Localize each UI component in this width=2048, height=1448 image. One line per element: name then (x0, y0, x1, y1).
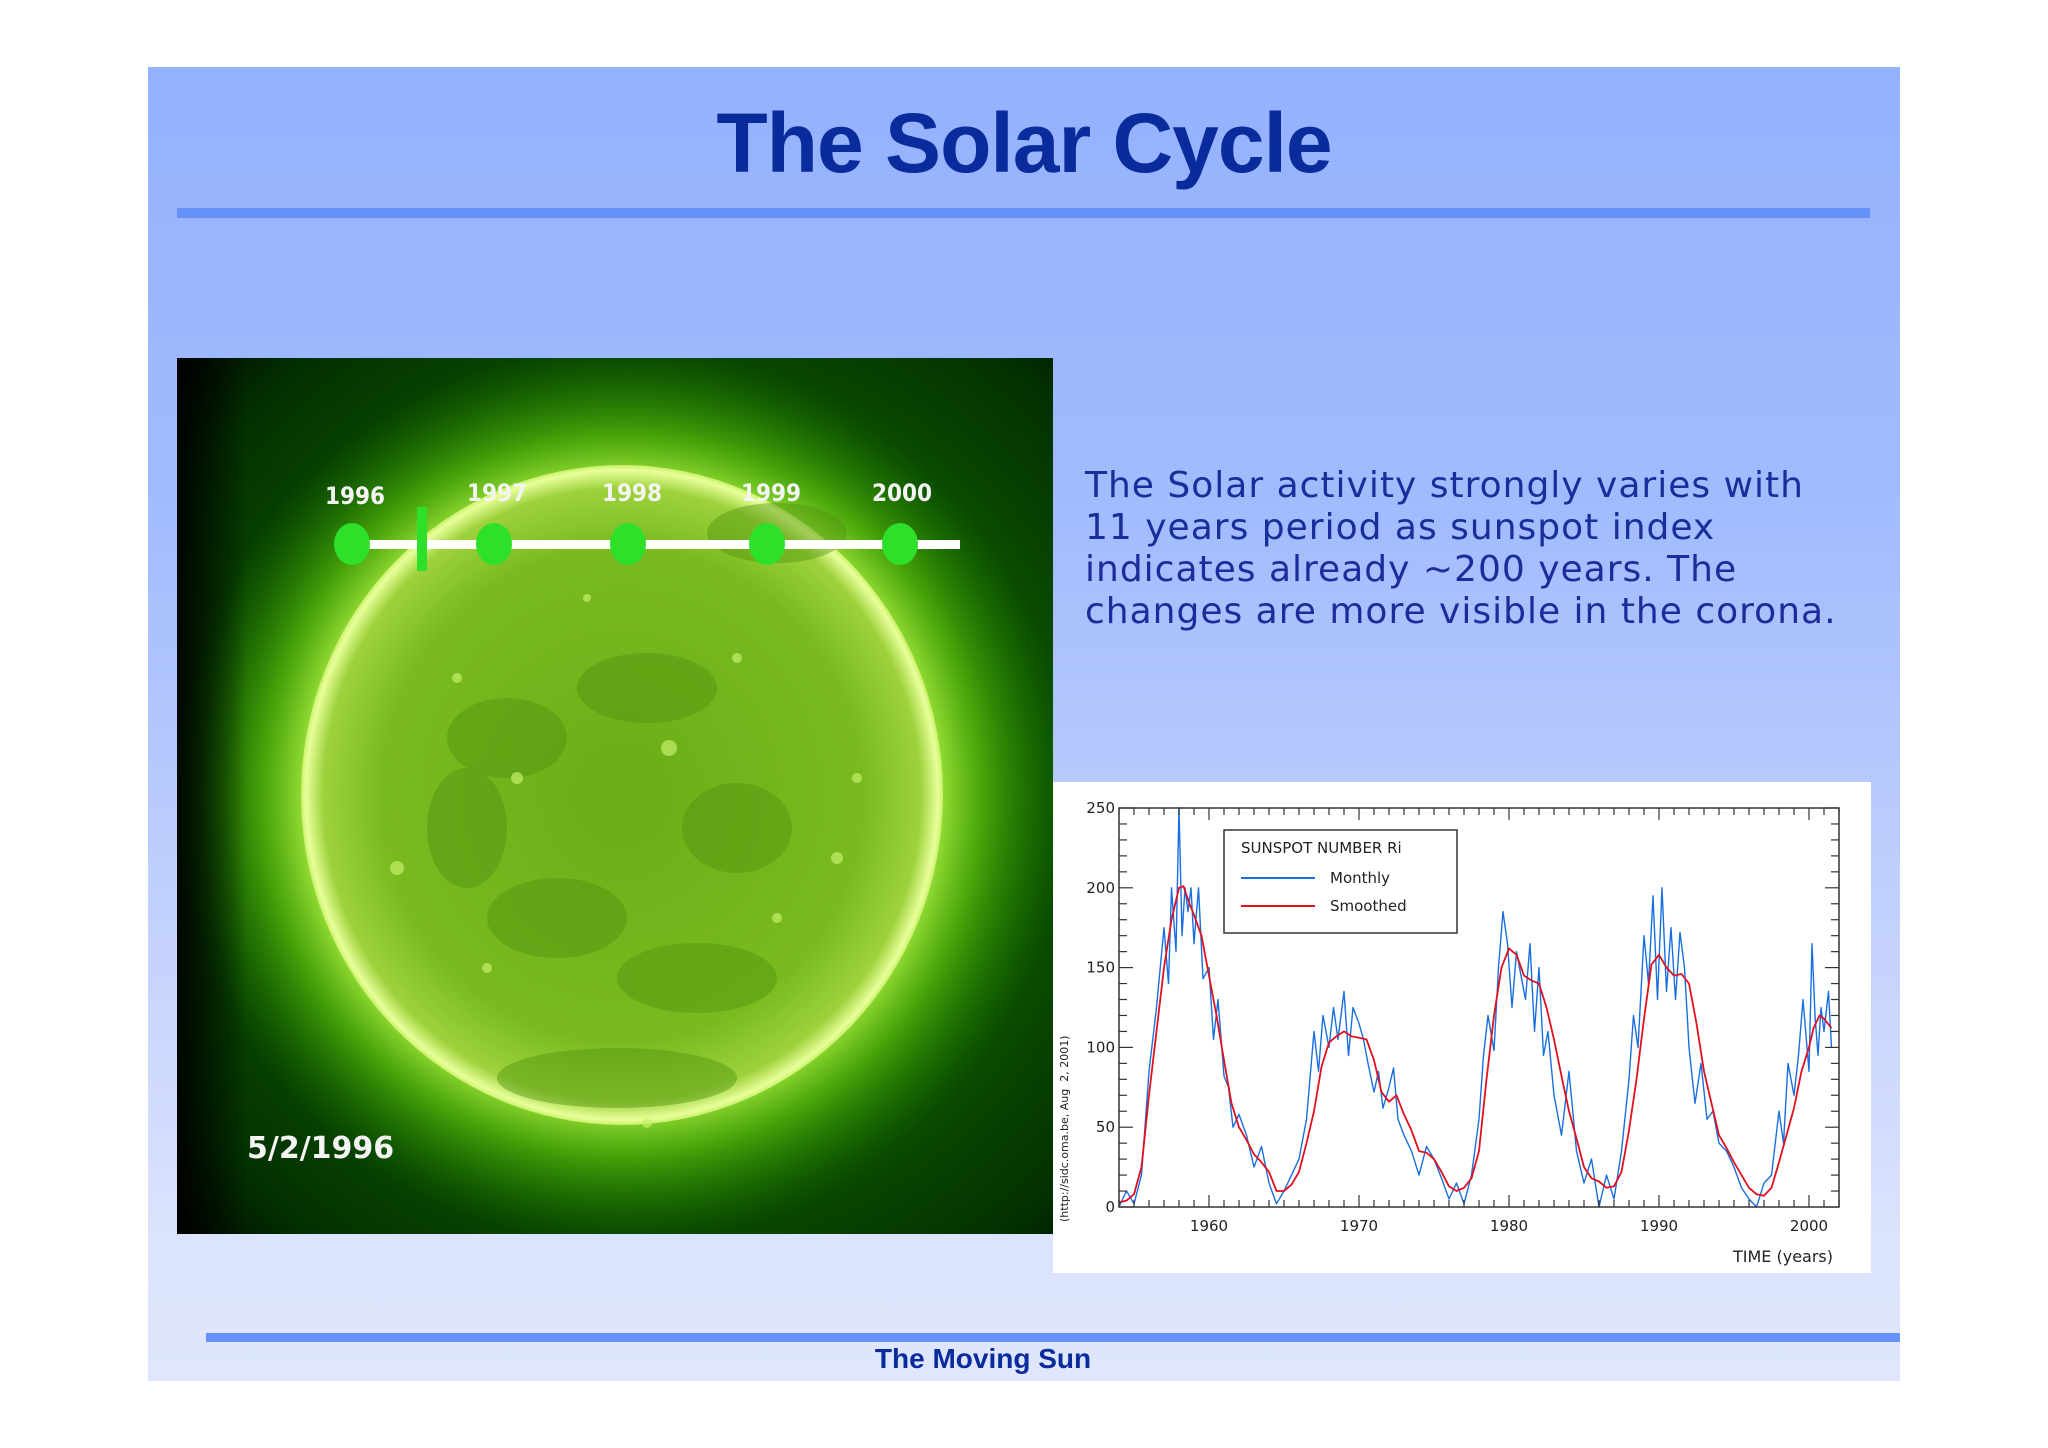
timeline-dot-2000 (882, 523, 918, 565)
slide-title: The Solar Cycle (716, 96, 1332, 190)
timeline-label: 1997 (467, 479, 527, 507)
timeline-dot-1998 (610, 523, 646, 565)
legend-label-monthly: Monthly (1330, 869, 1390, 887)
x-tick-label: 1960 (1190, 1217, 1228, 1235)
y-tick-label: 250 (1086, 799, 1115, 817)
legend-title: SUNSPOT NUMBER Ri (1241, 839, 1402, 857)
body-line: indicates already ~200 years. The (1085, 549, 1738, 590)
timeline-dot-1996 (334, 523, 370, 565)
legend-label-smoothed: Smoothed (1330, 897, 1407, 915)
timeline-label: 1998 (602, 479, 662, 507)
slide: The Solar Cycle (148, 67, 1900, 1381)
x-tick-label: 1970 (1340, 1217, 1378, 1235)
chart-series (1118, 807, 1833, 1208)
series-smoothed (1118, 885, 1833, 1204)
y-tick-label: 200 (1086, 879, 1115, 897)
y-tick-label: 150 (1086, 959, 1115, 977)
body-line: changes are more visible in the corona. (1085, 591, 1837, 632)
x-tick-label: 2000 (1790, 1217, 1828, 1235)
timeline: 1996 1997 1998 1999 2000 (325, 479, 960, 571)
image-date-label: 5/2/1996 (247, 1131, 394, 1166)
timeline-label: 2000 (872, 479, 932, 507)
legend-box (1223, 829, 1458, 934)
body-line: The Solar activity strongly varies with (1085, 465, 1804, 506)
series-monthly (1118, 807, 1833, 1208)
timeline-dot-1997 (476, 523, 512, 565)
chart-source-credit: (http://sidc.oma.be, Aug 2, 2001) (1058, 1036, 1071, 1222)
x-tick-label: 1980 (1490, 1217, 1528, 1235)
timeline-current-marker (417, 507, 427, 571)
y-tick-label: 50 (1096, 1118, 1115, 1136)
timeline-dot-1999 (749, 523, 785, 565)
timeline-label: 1996 (325, 482, 385, 510)
chart-legend: SUNSPOT NUMBER Ri Monthly Smoothed (1223, 829, 1458, 934)
x-tick-label: 1990 (1640, 1217, 1678, 1235)
sunspot-chart: 1960 1970 1980 1990 2000 0 50 100 150 200 250 SUNS… (1053, 782, 1871, 1273)
timeline-bar (352, 540, 960, 549)
sun-corona-image: 1996 1997 1998 1999 2000 5/2/1996 (177, 358, 1053, 1234)
slide-footer: The Moving Sun (874, 1343, 1092, 1374)
body-paragraph: The Solar activity strongly varies with … (1085, 465, 1885, 633)
chart-axes: 1960 1970 1980 1990 2000 0 50 100 150 200 250 (1086, 799, 1840, 1235)
y-tick-label: 0 (1105, 1198, 1115, 1216)
y-tick-label: 100 (1086, 1038, 1115, 1056)
body-line: 11 years period as sunspot index (1085, 507, 1716, 548)
x-axis-label: TIME (years) (1732, 1247, 1833, 1266)
title-rule (177, 208, 1870, 218)
footer-rule (206, 1333, 1900, 1342)
timeline-label: 1999 (741, 479, 801, 507)
